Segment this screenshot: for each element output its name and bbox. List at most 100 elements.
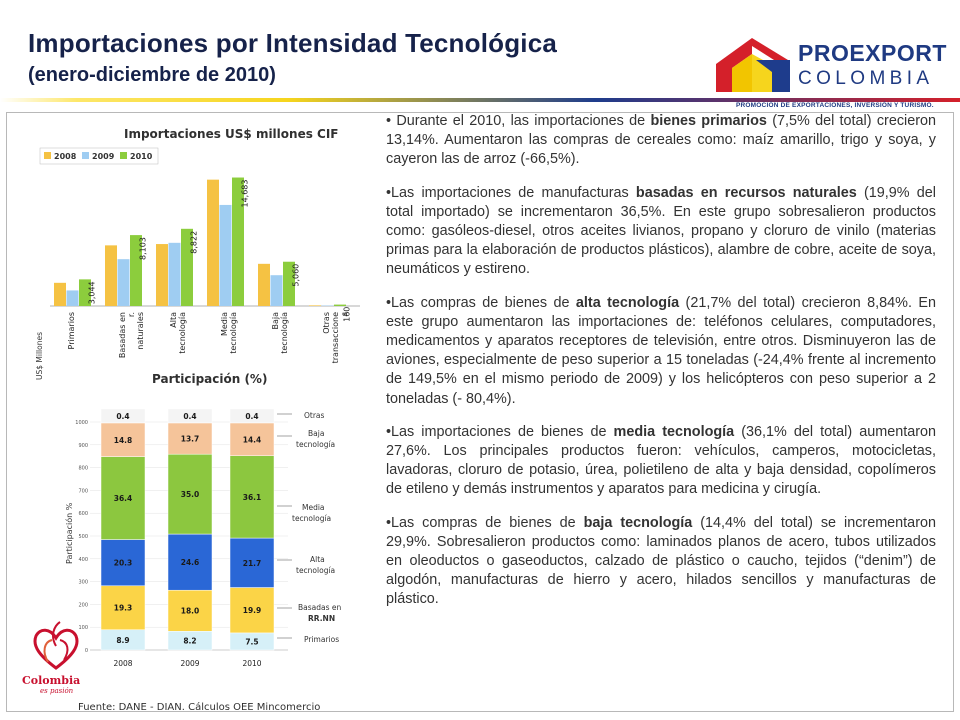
stack-label-alta-2009: 24.6 <box>181 558 200 567</box>
stack-basadas-2009 <box>167 589 213 632</box>
stack-basadas-2008 <box>100 585 146 630</box>
ytick-6: 600 <box>78 511 88 517</box>
stack-label-primarios-2008: 8.9 <box>116 636 129 645</box>
bullet-text-column: • Durante el 2010, las importaciones de … <box>386 112 936 624</box>
bar-2008-4 <box>258 263 270 306</box>
legend-swatch-2010 <box>120 152 127 159</box>
ytick-7: 700 <box>78 488 88 494</box>
stack-media-2008 <box>100 456 146 540</box>
ytick-4: 400 <box>78 557 88 563</box>
data-label-2010-3: 14,683 <box>241 180 250 208</box>
proexport-logo: PROEXPORT COLOMBIA PROMOCIÓN DE EXPORTAC… <box>712 30 946 120</box>
category-label-1: r. <box>127 312 136 317</box>
category-label-5: s <box>340 312 349 316</box>
stack-alta-2008 <box>100 539 146 587</box>
bar-2010-0 <box>79 279 91 306</box>
bar-2008-3 <box>207 179 219 306</box>
bar-2010-2 <box>181 228 193 306</box>
legend-swatch-2008 <box>44 152 51 159</box>
stack-media-2010 <box>229 455 275 539</box>
bar-2008-5 <box>309 305 321 306</box>
legend-otras: Otras <box>304 411 325 420</box>
stack-label-basadas-2008: 19.3 <box>114 604 133 613</box>
category-label-0: Primarios <box>67 312 76 349</box>
legend-2010: 2010 <box>130 152 153 161</box>
bar-2009-4 <box>270 275 283 306</box>
stack-baja-2008 <box>100 422 146 457</box>
legend-basadas-2: RR.NN <box>308 614 335 623</box>
category-label-1: Basadas en <box>118 312 127 358</box>
legend-swatch-2009 <box>82 152 89 159</box>
stack-otras-2009 <box>167 408 213 424</box>
data-label-2010-0: 3,044 <box>88 281 97 304</box>
bar-2010-1 <box>130 235 142 306</box>
legend-basadas-1: Basadas en <box>298 603 342 612</box>
legend-primarios: Primarios <box>304 635 339 644</box>
stack-label-baja-2008: 14.8 <box>114 436 133 445</box>
proexport-house-icon <box>716 38 790 92</box>
stack-media-2009 <box>167 453 213 535</box>
logo-word-proexport: PROEXPORT <box>798 40 947 66</box>
stack-otras-2010 <box>229 408 275 424</box>
stack-alta-2009 <box>167 533 213 591</box>
category-2008: 2008 <box>113 659 132 668</box>
chart1-ylabel: US$ Millones <box>35 332 44 380</box>
stack-label-baja-2009: 13.7 <box>181 435 200 444</box>
ytick-3: 300 <box>78 580 88 586</box>
bar-2010-3 <box>232 177 244 306</box>
bullet-baja-tecnologia: •Las compras de bienes de baja tecnologí… <box>386 514 936 608</box>
category-label-3: tecnología <box>229 312 238 354</box>
stack-label-primarios-2009: 8.2 <box>183 637 196 646</box>
chart2-title: Participación (%) <box>152 372 268 386</box>
bar-2008-2 <box>156 244 168 306</box>
category-2010: 2010 <box>242 659 261 668</box>
stack-otras-2008 <box>100 408 146 424</box>
stack-label-media-2009: 35.0 <box>181 490 200 499</box>
category-label-4: tecnología <box>280 312 289 354</box>
data-label-2010-4: 5,060 <box>292 264 301 287</box>
legend-baja-1: Baja <box>308 429 324 438</box>
bullet-primarios: • Durante el 2010, las importaciones de … <box>386 113 937 168</box>
bullet-media-tecnologia: •Las importaciones de bienes de media te… <box>386 423 937 498</box>
bullet-alta-tecnologia: •Las compras de bienes de alta tecnologí… <box>386 294 936 407</box>
stack-basadas-2010 <box>229 587 275 634</box>
stack-label-basadas-2010: 19.9 <box>243 606 262 615</box>
ytick-8: 800 <box>78 466 88 472</box>
bar-2010-5 <box>334 304 346 306</box>
page-subtitle: (enero-diciembre de 2010) <box>28 64 276 86</box>
chart1-title: Importaciones US$ millones CIF <box>124 127 339 141</box>
stack-label-media-2008: 36.4 <box>114 494 133 503</box>
bar-2010-4 <box>283 261 295 306</box>
ytick-9: 900 <box>78 443 88 449</box>
imports-bar-chart: 2008 2009 2010 US$ Millones 3,044 8,103 8,… <box>35 147 360 380</box>
stack-label-alta-2010: 21.7 <box>243 559 262 568</box>
bar-2009-0 <box>66 290 79 306</box>
chart2-ylabel: Participación % <box>64 502 74 564</box>
header-stripe <box>0 98 960 102</box>
bar-2009-3 <box>219 204 232 306</box>
category-label-2: Alta <box>169 312 178 328</box>
category-label-3: Media <box>220 312 229 336</box>
category-label-2: tecnología <box>178 312 187 354</box>
legend-media-1: Media <box>302 503 325 512</box>
bar-2009-1 <box>117 259 130 306</box>
ytick-5: 500 <box>78 534 88 540</box>
bar-2009-2 <box>168 242 181 306</box>
content-frame <box>6 112 954 712</box>
legend-2009: 2009 <box>92 152 115 161</box>
stack-label-media-2010: 36.1 <box>243 493 262 502</box>
data-label-2010-1: 8,103 <box>139 237 148 260</box>
stack-label-otras-2009: 0.4 <box>183 412 196 421</box>
category-label-1: naturales <box>136 312 145 350</box>
logo-tagline: PROMOCIÓN DE EXPORTACIONES, INVERSIÓN Y … <box>736 102 934 109</box>
ytick-10: 1000 <box>75 420 88 426</box>
legend-baja-2: tecnología <box>296 440 335 449</box>
legend-alta-2: tecnología <box>296 566 335 575</box>
ytick-2: 200 <box>78 602 88 608</box>
stack-label-primarios-2010: 7.5 <box>245 637 258 646</box>
category-2009: 2009 <box>180 659 199 668</box>
stack-label-otras-2010: 0.4 <box>245 412 258 421</box>
page-title: Importaciones por Intensidad Tecnológica <box>28 28 558 58</box>
ytick-1: 100 <box>78 625 88 631</box>
category-label-5: transaccione <box>331 312 340 363</box>
